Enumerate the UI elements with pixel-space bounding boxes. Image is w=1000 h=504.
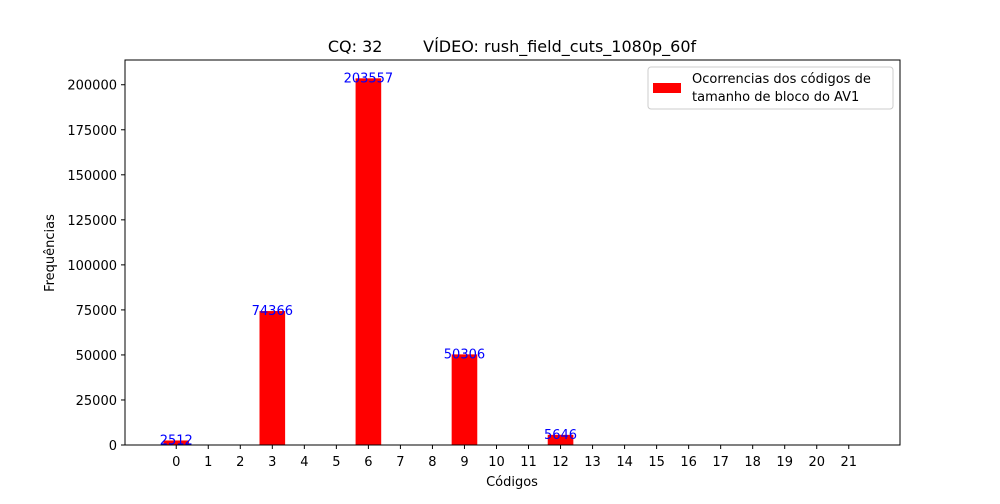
x-tick-label: 11	[520, 455, 537, 470]
data-label-3: 74366	[252, 304, 293, 319]
x-tick-label: 2	[236, 455, 244, 470]
y-tick-label: 175000	[67, 124, 117, 139]
legend-label-line2: tamanho de bloco do AV1	[692, 90, 859, 105]
bar-12	[547, 434, 574, 445]
x-tick-label: 21	[840, 455, 857, 470]
bar-9	[451, 354, 478, 445]
bars-group	[163, 78, 574, 445]
x-tick-label: 6	[364, 455, 372, 470]
data-label-6: 203557	[344, 71, 394, 86]
y-tick-label: 125000	[67, 214, 117, 229]
x-tick-label: 13	[584, 455, 601, 470]
x-tick-label: 19	[776, 455, 793, 470]
plot-frame	[124, 59, 901, 446]
x-tick-label: 0	[172, 455, 180, 470]
y-tick-label: 50000	[76, 349, 117, 364]
x-tick-label: 18	[744, 455, 761, 470]
data-label-12: 5646	[544, 428, 577, 443]
x-tick-label: 5	[332, 455, 340, 470]
x-tick-label: 14	[616, 455, 633, 470]
x-tick-label: 15	[648, 455, 665, 470]
y-axis: 0 25000 50000 75000 100000 125000 150000 175000…	[67, 79, 125, 454]
y-tick-label: 75000	[76, 304, 117, 319]
y-tick-label: 100000	[67, 259, 117, 274]
x-tick-label: 10	[488, 455, 505, 470]
x-axis: 0 1 2 3 4 5 6 7 8 9 10 11 12 13 14 15 16 17 18 19 20 21	[172, 445, 857, 470]
x-tick-label: 3	[268, 455, 276, 470]
y-tick-label: 150000	[67, 169, 117, 184]
x-tick-label: 7	[396, 455, 404, 470]
x-tick-label: 20	[808, 455, 825, 470]
x-axis-label: Códigos	[486, 475, 538, 490]
bar-0	[163, 440, 190, 445]
legend-swatch	[653, 83, 681, 93]
legend-frame	[647, 66, 894, 110]
chart-title: CQ: 32 VÍDEO: rush_field_cuts_1080p_60f	[328, 37, 697, 57]
x-tick-label: 17	[712, 455, 729, 470]
data-label-9: 50306	[444, 347, 485, 362]
x-tick-label: 4	[300, 455, 308, 470]
x-tick-label: 16	[680, 455, 697, 470]
bar-3	[259, 311, 286, 445]
bar-6	[355, 78, 382, 445]
y-tick-label: 25000	[76, 394, 117, 409]
x-tick-label: 1	[204, 455, 212, 470]
x-tick-label: 8	[428, 455, 436, 470]
legend-label-line1: Ocorrencias dos códigos de	[692, 72, 871, 87]
x-tick-label: 9	[460, 455, 468, 470]
y-tick-label: 0	[109, 439, 117, 454]
y-tick-label: 200000	[67, 79, 117, 94]
x-tick-label: 12	[552, 455, 569, 470]
legend: Ocorrencias dos códigos de tamanho de bl…	[647, 66, 894, 110]
y-axis-label: Frequências	[43, 214, 58, 292]
